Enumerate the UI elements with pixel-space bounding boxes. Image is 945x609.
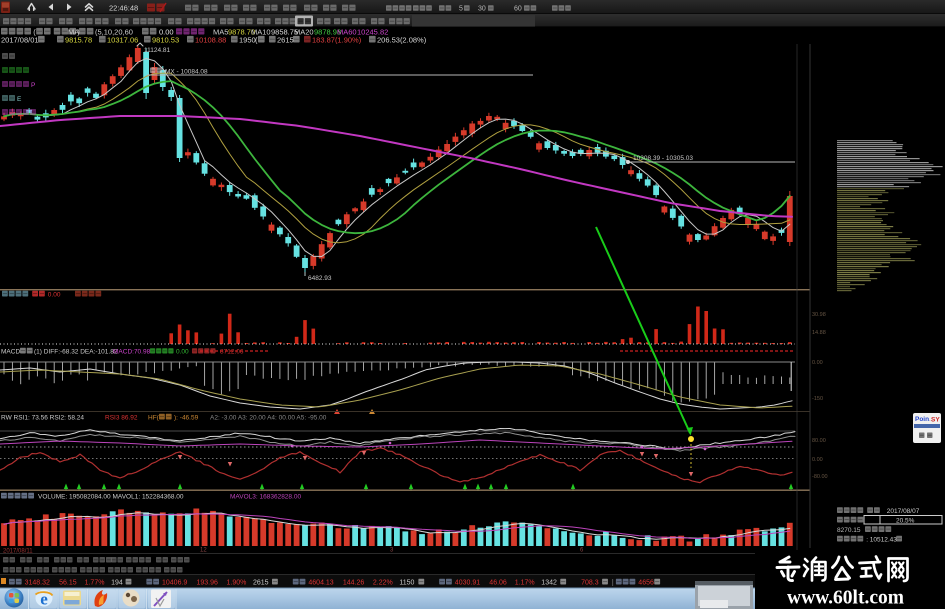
svg-text:..: .. — [929, 416, 933, 423]
svg-text:46.06: 46.06 — [489, 580, 507, 587]
svg-text:193.96: 193.96 — [197, 580, 219, 587]
svg-text:9878.98: 9878.98 — [314, 28, 341, 37]
svg-text:1150: 1150 — [399, 580, 414, 587]
svg-text:MACD: MACD — [1, 349, 20, 356]
svg-text:1950: 1950 — [239, 36, 256, 45]
svg-text:4604.13: 4604.13 — [308, 580, 333, 587]
svg-text:9815.78: 9815.78 — [65, 36, 92, 45]
svg-text:0.00: 0.00 — [812, 360, 823, 366]
svg-text:80.00: 80.00 — [812, 438, 826, 444]
svg-text:: 10512.43: : 10512.43 — [866, 537, 897, 544]
svg-text:8270.15: 8270.15 — [837, 527, 861, 534]
svg-text:P: P — [31, 82, 35, 89]
svg-text:RSI3 86.92: RSI3 86.92 — [105, 415, 138, 422]
svg-text:HF(: HF( — [148, 415, 160, 422]
svg-text:6: 6 — [580, 548, 584, 554]
svg-text:1.77%: 1.77% — [85, 580, 105, 587]
svg-text:1.90%: 1.90% — [227, 580, 247, 587]
svg-text:): -46.59: ): -46.59 — [174, 415, 199, 422]
svg-text:2017/08/11: 2017/08/11 — [3, 549, 33, 555]
svg-text:|: | — [612, 580, 614, 587]
svg-text:708.3: 708.3 — [581, 580, 599, 587]
svg-text:30.98: 30.98 — [812, 312, 826, 318]
svg-text:MA5: MA5 — [213, 28, 228, 37]
svg-text:www.60lt.com: www.60lt.com — [787, 588, 904, 609]
svg-text:MA20: MA20 — [294, 28, 314, 37]
svg-text:9858.75: 9858.75 — [271, 28, 298, 37]
svg-text:4656: 4656 — [638, 580, 654, 587]
svg-text:MACD:70.98: MACD:70.98 — [113, 349, 151, 356]
svg-text:144.26: 144.26 — [343, 580, 365, 587]
svg-text:(1) DIFF:-68.32 DEA:-101.82: (1) DIFF:-68.32 DEA:-101.82 — [34, 349, 118, 356]
svg-text:56.15: 56.15 — [59, 580, 77, 587]
svg-text:(5,10,20,60: (5,10,20,60 — [95, 28, 133, 37]
svg-text:206.53(2.08%): 206.53(2.08%) — [377, 36, 427, 45]
svg-text:0.00: 0.00 — [159, 28, 174, 37]
svg-text:SY: SY — [931, 417, 940, 424]
svg-text:0.00: 0.00 — [176, 349, 189, 356]
svg-text:9878.70: 9878.70 — [228, 28, 255, 37]
svg-text:-80.00: -80.00 — [812, 474, 828, 480]
svg-text:VOLUME: 195082084.00 MAVOL1:: VOLUME: 195082084.00 MAVOL1: 152284368.0… — [38, 494, 184, 501]
svg-text:e: e — [40, 590, 48, 609]
svg-text:10406.9: 10406.9 — [162, 580, 187, 587]
svg-text:10245.82: 10245.82 — [357, 28, 388, 37]
svg-text:MAVOL3: 168362828.00: MAVOL3: 168362828.00 — [230, 494, 301, 501]
svg-text:10108.88: 10108.88 — [195, 36, 226, 45]
svg-text:8712.06: 8712.06 — [220, 349, 244, 356]
svg-text:6482.93: 6482.93 — [308, 275, 332, 282]
svg-text:11124.81: 11124.81 — [144, 47, 171, 54]
svg-text:(: ( — [33, 28, 36, 37]
svg-text:30: 30 — [478, 6, 486, 13]
svg-text:10308.39 - 10305.03: 10308.39 - 10305.03 — [633, 155, 693, 162]
svg-text:0.00: 0.00 — [48, 292, 61, 299]
svg-text:2017/08/07: 2017/08/07 — [887, 508, 920, 515]
svg-text:9810.53: 9810.53 — [152, 36, 179, 45]
svg-text:3148.32: 3148.32 — [25, 580, 50, 587]
svg-text:22:46:48: 22:46:48 — [109, 4, 138, 13]
svg-text:2.22%: 2.22% — [373, 580, 393, 587]
svg-text:RW RSI1: 73.56 RSI2: 58.24: RW RSI1: 73.56 RSI2: 58.24 — [1, 415, 84, 422]
svg-text:): ) — [77, 28, 80, 37]
svg-text:MA10: MA10 — [251, 28, 271, 37]
svg-text:10317.06: 10317.06 — [107, 36, 138, 45]
svg-text:1342: 1342 — [541, 580, 557, 587]
svg-text:2017/08/01: 2017/08/01 — [1, 36, 39, 45]
svg-text:1.17%: 1.17% — [515, 580, 535, 587]
svg-text:2615: 2615 — [253, 580, 269, 587]
svg-text:14.88: 14.88 — [812, 330, 826, 336]
svg-text:20.5%: 20.5% — [896, 518, 915, 525]
svg-text:-150: -150 — [812, 396, 823, 402]
svg-text:A2: -3.00 A3: 20.00 A4: 00.0: A2: -3.00 A3: 20.00 A4: 00.00 A5: -95.00 — [210, 415, 327, 422]
svg-text:MX - 10084.08: MX - 10084.08 — [165, 69, 208, 76]
svg-text:5: 5 — [459, 6, 463, 13]
svg-text:4030.91: 4030.91 — [455, 580, 480, 587]
svg-text:E: E — [17, 96, 22, 103]
svg-text:194: 194 — [111, 580, 123, 587]
svg-text:(: ( — [255, 36, 258, 45]
svg-text:12: 12 — [200, 548, 207, 554]
svg-text:Poin: Poin — [915, 416, 929, 423]
svg-text:3: 3 — [390, 548, 394, 554]
svg-text:MA: MA — [68, 28, 79, 37]
svg-text:2615: 2615 — [277, 36, 294, 45]
svg-text:183.87(1.90%): 183.87(1.90%) — [312, 36, 362, 45]
svg-text:MA60: MA60 — [337, 28, 357, 37]
svg-text:60: 60 — [514, 6, 522, 13]
svg-text:0.00: 0.00 — [812, 457, 823, 463]
